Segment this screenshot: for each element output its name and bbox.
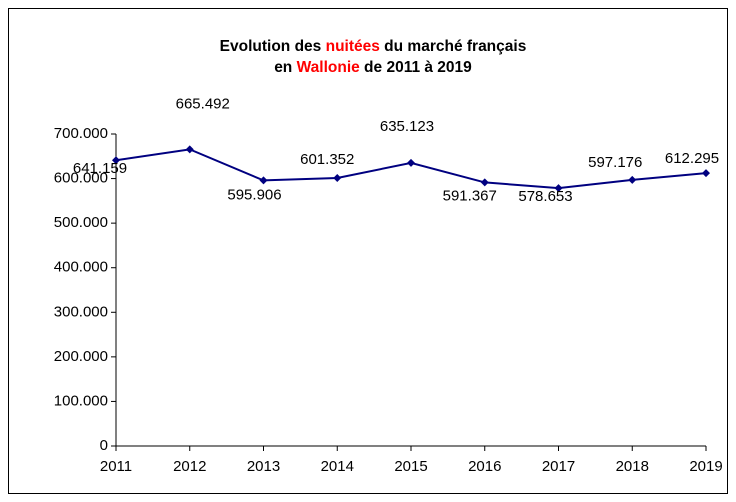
data-point [333,173,342,182]
x-tick-label: 2016 [468,458,501,475]
data-point [702,169,710,178]
data-point [480,178,489,187]
data-label: 597.176 [588,154,642,171]
y-tick-label: 100.000 [54,392,108,409]
data-point [259,176,268,185]
y-tick-label: 500.000 [54,214,108,231]
data-point [407,158,415,167]
y-tick-label: 700.000 [54,125,108,142]
data-label: 665.492 [176,95,230,112]
data-label: 641.159 [73,160,127,177]
y-tick-label: 300.000 [54,303,108,320]
data-label: 612.295 [665,150,719,167]
chart-title: en Wallonie de 2011 à 2019 [274,59,472,76]
data-label: 591.367 [443,187,497,204]
data-label: 635.123 [380,118,434,135]
data-point [185,145,194,154]
y-tick-label: 400.000 [54,259,108,276]
y-tick-label: 600.000 [54,170,108,187]
title-segment: du marché français [380,38,526,55]
data-label: 578.653 [518,188,572,205]
x-tick-label: 2019 [689,458,722,475]
x-tick-label: 2013 [247,458,280,475]
x-tick-label: 2014 [321,458,354,475]
data-point [554,184,563,193]
chart-title: Evolution des nuitées du marché français [220,38,527,55]
title-segment: en [274,59,296,76]
title-segment: Evolution des [220,38,326,55]
y-tick-label: 200.000 [54,348,108,365]
x-tick-label: 2011 [100,458,132,475]
chart-frame [8,8,728,494]
data-label: 595.906 [227,186,281,203]
x-tick-label: 2017 [542,458,575,475]
data-label: 601.352 [300,151,354,168]
data-point [628,175,637,184]
y-tick-label: 0 [100,437,108,454]
x-tick-label: 2012 [173,458,206,475]
title-segment: Wallonie [297,59,361,76]
title-segment: nuitées [326,38,380,55]
x-tick-label: 2015 [394,458,427,475]
x-tick-label: 2018 [616,458,649,475]
title-segment: de 2011 à 2019 [360,59,472,76]
data-point [112,156,120,165]
